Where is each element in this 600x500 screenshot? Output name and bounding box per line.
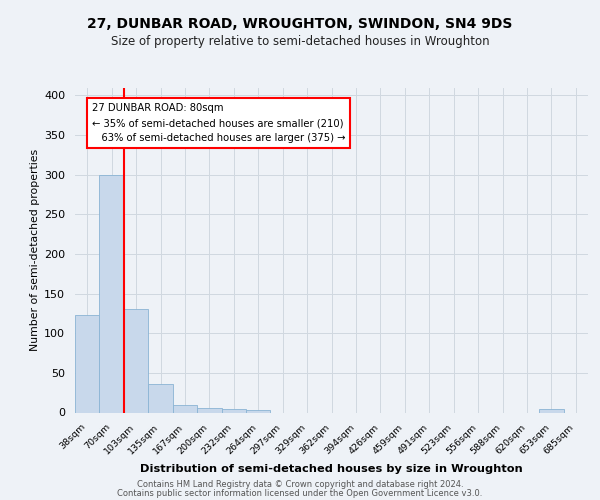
Text: 27, DUNBAR ROAD, WROUGHTON, SWINDON, SN4 9DS: 27, DUNBAR ROAD, WROUGHTON, SWINDON, SN4… [88, 18, 512, 32]
Text: Contains HM Land Registry data © Crown copyright and database right 2024.: Contains HM Land Registry data © Crown c… [137, 480, 463, 489]
Bar [173, 406, 197, 412]
Bar [148, 384, 173, 412]
Bar [75, 315, 100, 412]
Y-axis label: Number of semi-detached properties: Number of semi-detached properties [30, 149, 40, 351]
Text: Size of property relative to semi-detached houses in Wroughton: Size of property relative to semi-detach… [110, 35, 490, 48]
Bar [246, 410, 271, 412]
X-axis label: Distribution of semi-detached houses by size in Wroughton: Distribution of semi-detached houses by … [140, 464, 523, 474]
Bar [221, 410, 246, 412]
Text: 27 DUNBAR ROAD: 80sqm
← 35% of semi-detached houses are smaller (210)
   63% of : 27 DUNBAR ROAD: 80sqm ← 35% of semi-deta… [92, 104, 345, 143]
Text: Contains public sector information licensed under the Open Government Licence v3: Contains public sector information licen… [118, 489, 482, 498]
Bar [197, 408, 221, 412]
Bar [100, 174, 124, 412]
Bar [539, 410, 563, 412]
Bar [124, 310, 148, 412]
